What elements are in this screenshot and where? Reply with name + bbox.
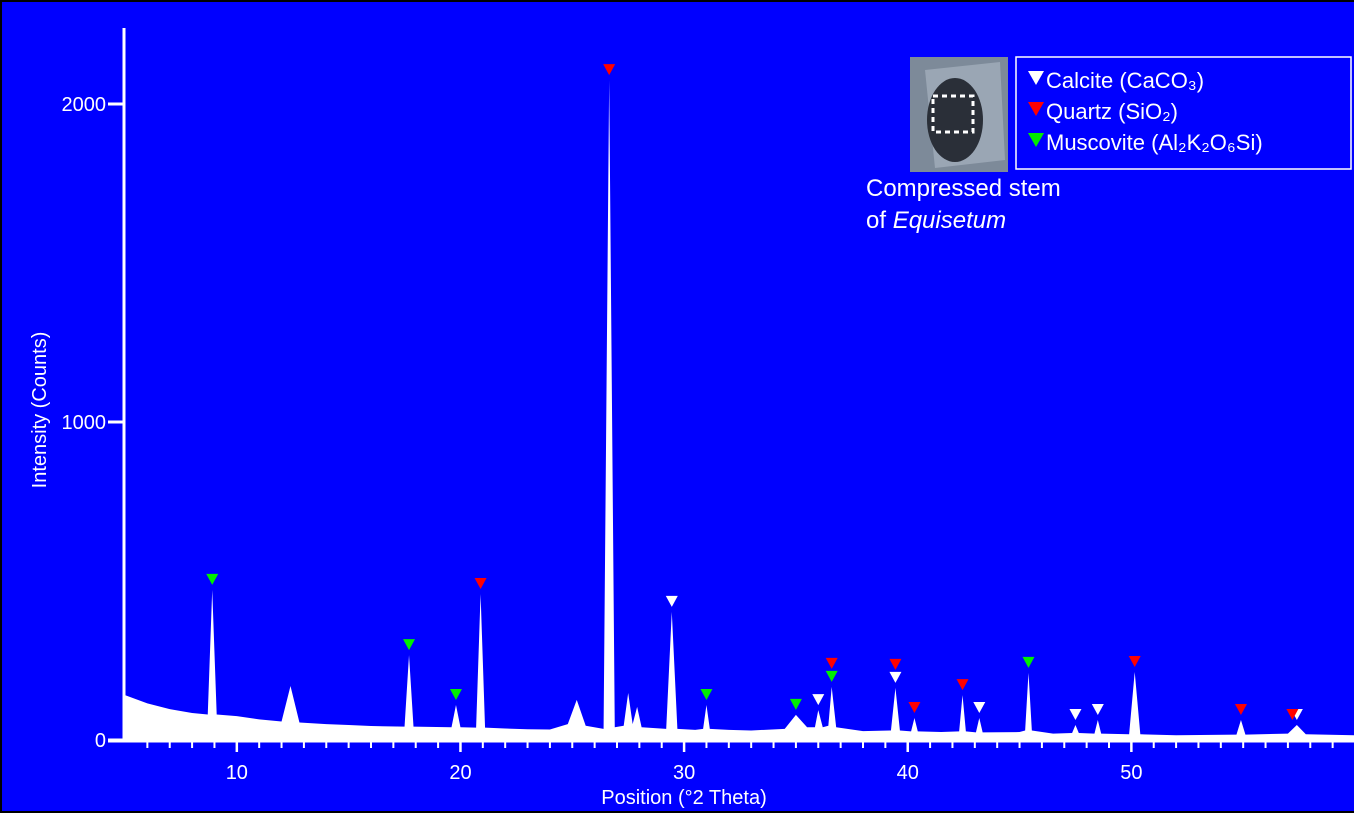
caption-text: of (866, 207, 886, 234)
x-tick-label: 20 (449, 762, 471, 784)
x-tick-label: 40 (897, 762, 919, 784)
inset-caption: Compressed stem (866, 175, 1061, 202)
y-tick-label: 2000 (62, 94, 107, 116)
legend-label: Calcite (CaCO₃) (1046, 68, 1204, 93)
caption-italic: Equisetum (893, 207, 1006, 234)
legend-label: Quartz (SiO₂) (1046, 99, 1178, 124)
x-tick-label: 50 (1120, 762, 1142, 784)
inset-caption: of Equisetum (866, 207, 1006, 234)
x-tick-label: 10 (226, 762, 248, 784)
y-axis-label: Intensity (Counts) (29, 332, 51, 489)
legend-label: Muscovite (Al₂K₂O₆Si) (1046, 130, 1263, 155)
y-tick-label: 1000 (62, 412, 107, 434)
chart: Compressed stem of Equisetum Position (°… (0, 0, 1354, 813)
photo-stem (927, 78, 983, 162)
inset-photo (910, 57, 1008, 172)
x-tick-label: 30 (673, 762, 695, 784)
x-axis-label: Position (°2 Theta) (601, 787, 767, 809)
y-tick-label: 0 (95, 730, 106, 752)
page: Compressed stem of Equisetum Position (°… (0, 0, 1354, 813)
